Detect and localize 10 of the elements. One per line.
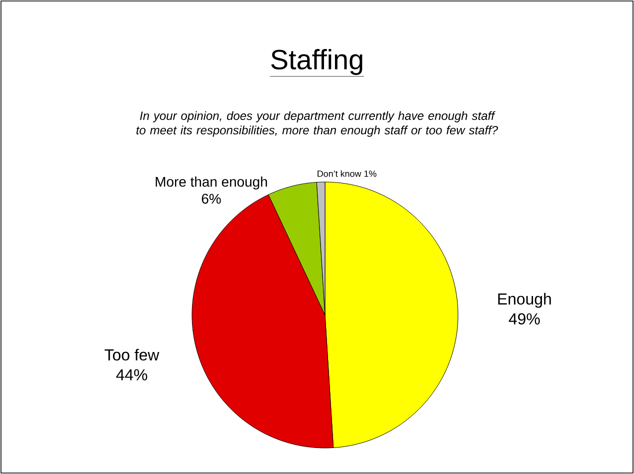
data-label: 49% bbox=[508, 313, 540, 325]
data-label: 44% bbox=[116, 369, 148, 380]
data-label: 1% bbox=[364, 170, 376, 177]
slice-label: Too few bbox=[104, 348, 160, 361]
slice-label: Enough bbox=[498, 292, 551, 308]
chart-title: Staffing bbox=[271, 49, 362, 75]
slice-label: Don’t know bbox=[318, 170, 362, 177]
data-label: 6% bbox=[202, 194, 221, 204]
slice-label: More than enough bbox=[156, 176, 267, 190]
chart-subtitle: In your opinion, does your department currently have enough staff to meet its responsibilities, more than enough staff or too few staff? bbox=[136, 111, 498, 137]
